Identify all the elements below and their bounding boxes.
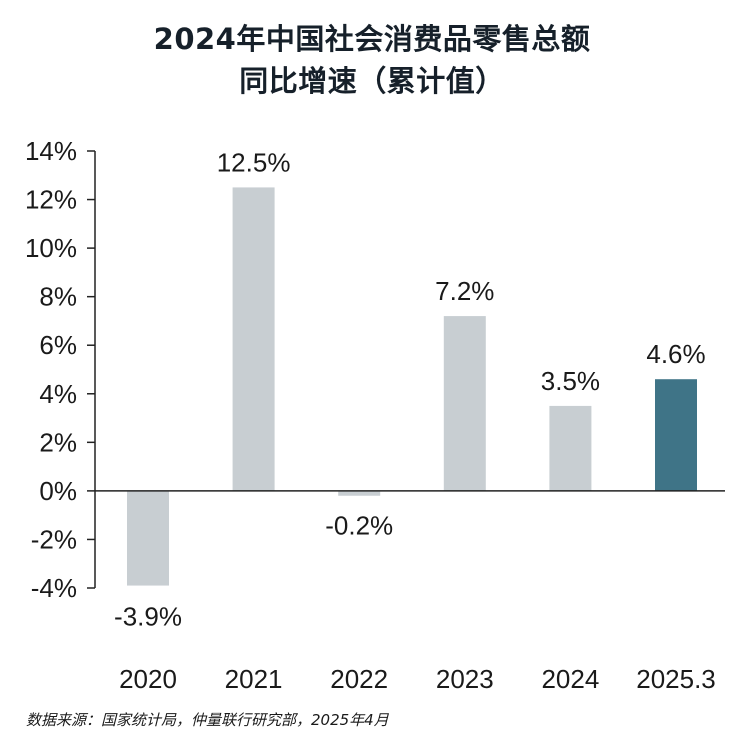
- bar-2021: [232, 187, 275, 491]
- x-tick-label-2025.3: 2025.3: [636, 664, 716, 694]
- y-tick-label: -4%: [31, 573, 77, 603]
- x-tick-label-2022: 2022: [330, 664, 388, 694]
- source-note: 数据来源：国家统计局，仲量联行研究部，2025年4月: [26, 711, 389, 729]
- y-tick-label: 4%: [39, 379, 77, 409]
- y-tick-label: 12%: [25, 185, 77, 215]
- data-label-2021: 12.5%: [217, 147, 291, 177]
- data-label-2024: 3.5%: [541, 366, 600, 396]
- x-tick-label-2024: 2024: [541, 664, 599, 694]
- y-tick-label: 2%: [39, 427, 77, 457]
- bars: [127, 187, 697, 586]
- x-tick-label-2021: 2021: [225, 664, 283, 694]
- data-labels: -3.9% 12.5% -0.2% 7.2% 3.5% 4.6%: [114, 147, 706, 631]
- y-axis: -4% -2% 0% 2% 4% 6% 8% 10% 12% 14%: [25, 136, 96, 603]
- x-tick-label-2020: 2020: [119, 664, 177, 694]
- bar-2025.3: [655, 379, 697, 491]
- bar-2020: [127, 490, 169, 586]
- y-tick-label: -2%: [31, 524, 77, 554]
- data-label-2025.3: 4.6%: [646, 339, 705, 369]
- bar-2022: [338, 490, 381, 496]
- chart-title-line1: 2024年中国社会消费品零售总额: [153, 22, 591, 56]
- y-tick-label: 0%: [39, 476, 77, 506]
- x-axis: 2020 2021 2022 2023 2024 2025.3: [95, 490, 725, 694]
- chart-title-line2: 同比增速（累计值）: [239, 64, 505, 98]
- data-label-2022: -0.2%: [325, 511, 393, 541]
- data-label-2020: -3.9%: [114, 602, 182, 632]
- x-tick-label-2023: 2023: [436, 664, 494, 694]
- y-tick-label: 10%: [25, 233, 77, 263]
- y-tick-label: 14%: [25, 136, 77, 166]
- bar-2023: [443, 316, 486, 491]
- y-tick-label: 6%: [39, 330, 77, 360]
- data-label-2023: 7.2%: [435, 276, 494, 306]
- y-tick-label: 8%: [39, 282, 77, 312]
- bar-2024: [549, 405, 592, 491]
